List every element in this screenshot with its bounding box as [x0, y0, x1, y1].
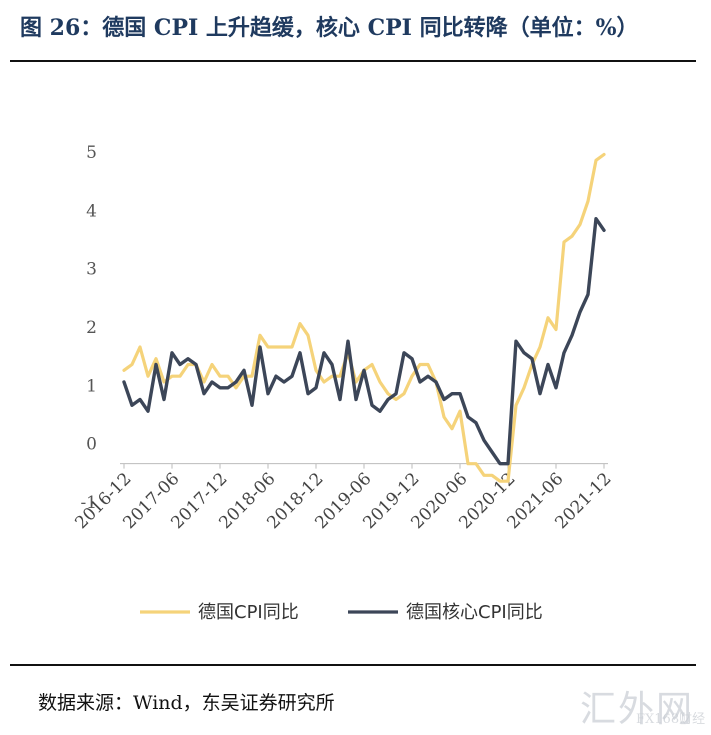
top-rule — [10, 60, 696, 62]
y-tick-label: 0 — [86, 435, 97, 455]
series-line-core-cpi — [122, 216, 606, 466]
legend-label: 德国核心CPI同比 — [406, 602, 543, 623]
y-tick-label: 4 — [86, 201, 97, 221]
series-line-cpi — [122, 152, 606, 483]
y-tick-label: -1 — [80, 493, 97, 513]
y-tick-label: 5 — [86, 143, 97, 163]
legend-label: 德国CPI同比 — [198, 602, 299, 623]
legend: 德国CPI同比 德国核心CPI同比 — [140, 602, 543, 623]
watermark-sub: FX168财经 — [636, 712, 706, 727]
y-tick-label: 2 — [86, 318, 97, 338]
bottom-rule — [10, 664, 696, 666]
x-axis-ticks: 2016-122017-062017-122018-062018-122019-… — [71, 463, 616, 533]
y-axis-ticks: -1 0 1 2 3 4 5 — [80, 143, 97, 513]
y-tick-label: 1 — [86, 376, 97, 396]
watermark-logo: 汇外网 — [580, 689, 695, 730]
series-lines — [122, 152, 606, 483]
figure-title: 图 26：德国 CPI 上升趋缓，核心 CPI 同比转降（单位：%） — [20, 15, 639, 41]
source-note: 数据来源：Wind，东吴证券研究所 — [38, 692, 335, 714]
y-tick-label: 3 — [86, 260, 97, 280]
